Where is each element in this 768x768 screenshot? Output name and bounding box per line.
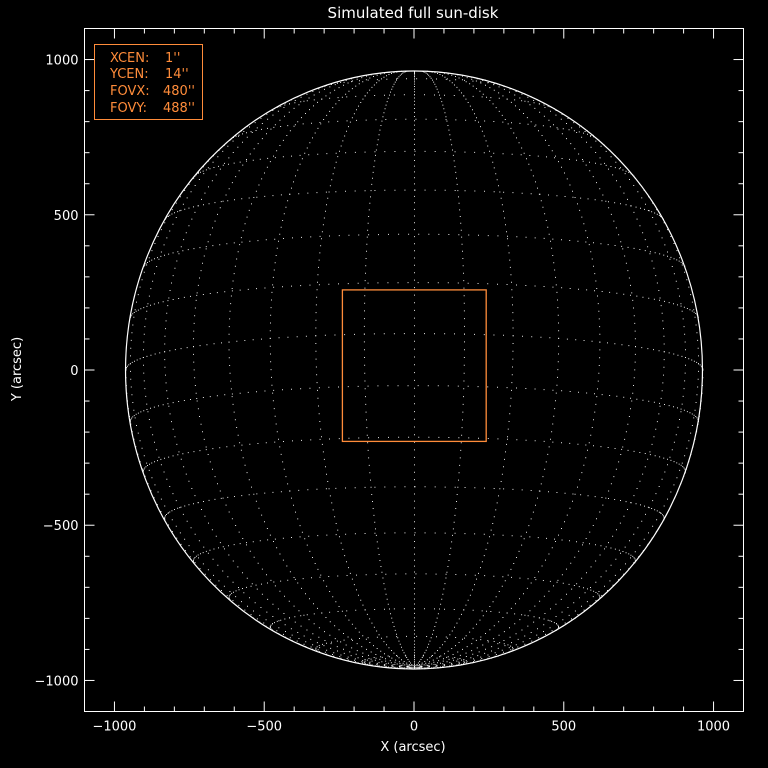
legend-label-fovx: FOVX: [110, 84, 150, 99]
field-of-view-box [341, 289, 487, 443]
legend-value-ycen: 14'' [165, 67, 189, 82]
longitude-line [414, 70, 514, 668]
y-tick-label: 1000 [45, 54, 78, 69]
y-tick-label: 0 [70, 364, 78, 379]
legend-label-xcen: XCEN: [110, 51, 149, 66]
axis-ticks: −1000 −500 0 500 1000 −1000 −500 0 500 1000 [35, 28, 744, 735]
x-tick-label: −500 [246, 720, 282, 735]
longitude-line [315, 70, 415, 668]
legend-value-fovx: 480'' [163, 84, 195, 99]
x-axis-label: X (arcsec) [380, 740, 445, 755]
longitude-line [125, 369, 415, 668]
longitude-line [414, 88, 686, 668]
longitude-line [414, 662, 474, 668]
latitude-line [269, 608, 559, 631]
legend-box [94, 44, 203, 120]
longitude-line [142, 88, 415, 668]
y-axis-label: Y (arcsec) [10, 337, 25, 402]
longitude-line [193, 74, 415, 668]
legend-label-fovy: FOVY: [110, 101, 147, 116]
longitude-line [129, 125, 415, 668]
chart-title: Simulated full sun-disk [328, 4, 499, 22]
legend: XCEN: 1'' YCEN: 14'' FOVX: 480'' FOVY: 4… [94, 44, 203, 120]
latitude-line [143, 233, 686, 267]
x-tick-label: 0 [410, 720, 418, 735]
longitude-line [414, 78, 665, 668]
x-tick-label: −1000 [92, 720, 136, 735]
longitude-line [414, 70, 415, 668]
longitude-line [363, 70, 415, 668]
latitude-line [322, 78, 505, 88]
y-tick-label: 500 [54, 209, 79, 224]
solar-limb [124, 70, 704, 670]
legend-value-fovy: 488'' [163, 101, 195, 116]
y-tick-label: −500 [43, 519, 79, 534]
longitude-line [228, 72, 415, 668]
x-tick-label: 1000 [697, 720, 730, 735]
longitude-line [414, 74, 636, 668]
longitude-line [414, 70, 465, 668]
longitude-line [414, 617, 576, 668]
longitude-line [414, 369, 704, 668]
heliographic-grid [125, 70, 704, 670]
longitude-line [414, 72, 601, 668]
x-tick-label: 500 [551, 720, 576, 735]
longitude-line [253, 617, 415, 668]
latitude-line [165, 189, 664, 220]
legend-label-ycen: YCEN: [109, 67, 149, 82]
longitude-line [414, 666, 421, 670]
legend-value-xcen: 1'' [165, 51, 180, 66]
y-tick-label: −1000 [35, 674, 79, 689]
